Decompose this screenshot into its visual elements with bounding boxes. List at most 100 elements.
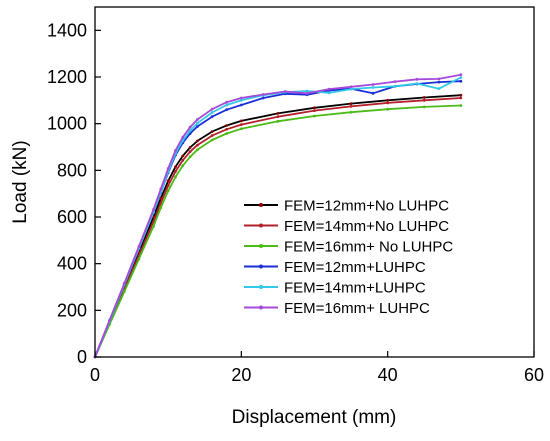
y-tick-label: 0 xyxy=(77,347,87,367)
data-point xyxy=(261,93,265,96)
data-point xyxy=(210,134,214,137)
legend-item: FEM=12mm+No LUHPC xyxy=(244,198,449,215)
data-point xyxy=(181,154,185,158)
data-point xyxy=(261,96,265,100)
data-point xyxy=(152,208,155,211)
y-axis-label: Load (kN) xyxy=(10,140,31,223)
data-point xyxy=(459,79,463,83)
legend-label: FEM=12mm+LUHPC xyxy=(284,259,426,276)
legend-item: FEM=12mm+LUHPC xyxy=(244,259,426,276)
data-point xyxy=(174,165,177,169)
data-point xyxy=(283,90,287,93)
data-point xyxy=(349,102,353,105)
y-tick-label: 200 xyxy=(57,300,87,320)
data-point xyxy=(181,164,185,168)
data-point xyxy=(225,132,229,135)
data-point xyxy=(166,184,170,187)
legend-item: FEM=16mm+ No LUHPC xyxy=(244,239,453,256)
data-point xyxy=(239,98,243,102)
data-point xyxy=(137,245,141,248)
data-point xyxy=(210,130,214,134)
data-point xyxy=(210,111,214,114)
data-point xyxy=(159,201,163,205)
data-point xyxy=(422,98,426,102)
data-point xyxy=(386,101,390,105)
x-tick-label: 60 xyxy=(524,365,544,385)
legend-marker xyxy=(259,203,263,207)
data-point xyxy=(188,150,192,154)
series-6 xyxy=(93,73,463,359)
y-tick-label: 1000 xyxy=(47,114,87,134)
legend-label: FEM=16mm+ LUHPC xyxy=(284,300,430,317)
data-point xyxy=(422,105,426,109)
data-point xyxy=(210,138,214,142)
plot-frame xyxy=(94,6,535,358)
data-point xyxy=(276,115,280,119)
data-point xyxy=(422,96,426,99)
data-point xyxy=(225,100,229,104)
series-line xyxy=(94,76,462,358)
data-point xyxy=(159,187,163,191)
data-point xyxy=(225,124,229,127)
data-point xyxy=(371,83,375,86)
data-point xyxy=(371,91,375,95)
data-point xyxy=(188,155,192,159)
data-point xyxy=(210,107,214,111)
data-point xyxy=(210,115,214,119)
data-point xyxy=(174,175,177,179)
data-point xyxy=(459,93,463,97)
data-point xyxy=(459,73,463,77)
data-point xyxy=(459,76,463,79)
data-point xyxy=(122,281,126,285)
data-point xyxy=(313,106,316,110)
data-point xyxy=(459,96,463,100)
x-axis-label: Displacement (mm) xyxy=(232,407,397,428)
y-tick-label: 1400 xyxy=(47,20,87,40)
data-point xyxy=(188,125,192,129)
data-point xyxy=(276,119,280,123)
data-point xyxy=(225,108,229,112)
series-line xyxy=(94,97,461,358)
data-point xyxy=(166,189,170,193)
data-point xyxy=(327,91,331,95)
data-point xyxy=(196,148,199,152)
data-point xyxy=(196,139,199,143)
data-point xyxy=(386,98,390,102)
data-point xyxy=(166,179,170,183)
data-point xyxy=(181,158,185,162)
data-point xyxy=(239,127,243,131)
data-point xyxy=(371,86,375,89)
series-layer xyxy=(93,73,463,359)
series-line xyxy=(94,94,461,358)
data-point xyxy=(386,107,390,111)
data-point xyxy=(196,125,199,128)
x-tick-label: 0 xyxy=(90,365,100,385)
data-point xyxy=(196,118,199,121)
x-tick-label: 40 xyxy=(378,365,398,385)
data-point xyxy=(305,89,309,93)
data-point xyxy=(415,77,419,81)
series-line xyxy=(94,104,461,358)
data-point xyxy=(137,257,141,261)
data-point xyxy=(239,96,243,100)
data-point xyxy=(276,112,280,115)
data-point xyxy=(152,224,155,228)
data-point xyxy=(181,135,185,139)
data-point xyxy=(196,143,199,147)
data-point xyxy=(239,103,243,107)
data-point xyxy=(415,82,419,85)
y-tick-label: 800 xyxy=(57,160,87,180)
data-point xyxy=(437,80,441,84)
data-point xyxy=(305,91,309,95)
legend: FEM=12mm+No LUHPC FEM=14mm+No LUHPC FEM=16… xyxy=(240,192,472,321)
series-line xyxy=(94,73,461,358)
data-point xyxy=(313,114,316,118)
data-point xyxy=(313,109,316,112)
legend-marker xyxy=(259,285,263,289)
data-point xyxy=(166,167,170,170)
legend-marker xyxy=(259,244,263,248)
data-point xyxy=(459,104,463,107)
data-point xyxy=(327,87,331,91)
